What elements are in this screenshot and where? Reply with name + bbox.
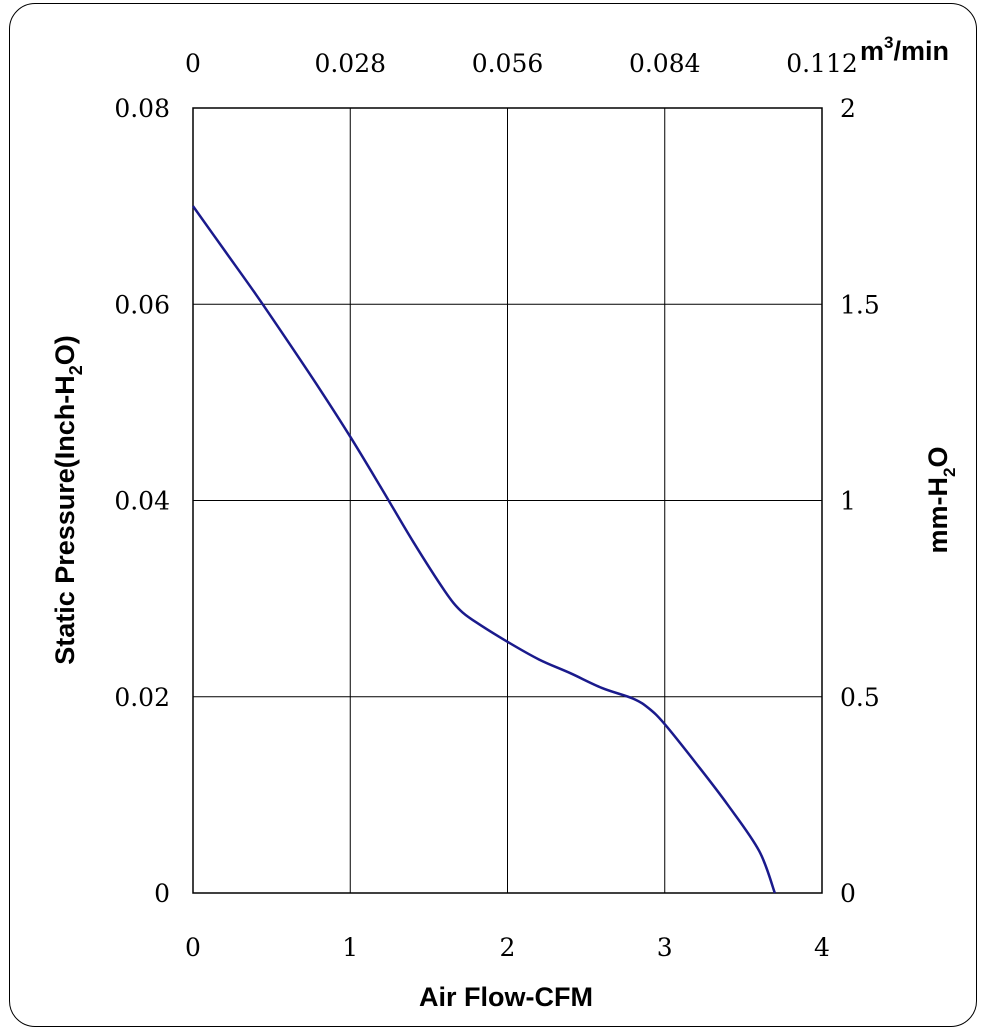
x-tick-label: 0 xyxy=(185,933,201,962)
y2-tick-label: 0 xyxy=(840,879,856,908)
x-axis-label: Air Flow-CFM xyxy=(419,982,593,1012)
grid-lines xyxy=(193,108,822,893)
y-tick-label: 0.04 xyxy=(114,487,170,516)
tick-labels: 0 1 2 3 40 0.028 0.056 0.084 0.11200.020.040.060… xyxy=(114,49,879,962)
x2-tick-label: 0.084 xyxy=(629,49,701,78)
y-axis-label: Static Pressure(Inch-H2O) xyxy=(50,335,86,665)
x-tick-label: 3 xyxy=(657,933,673,962)
y2-tick-label: 1 xyxy=(840,487,856,516)
x2-tick-label: 0 xyxy=(185,49,201,78)
series-line xyxy=(191,205,776,894)
y2-tick-label: 1.5 xyxy=(840,290,880,319)
y2-axis-label: mm-H2O xyxy=(923,447,959,554)
y-tick-label: 0.06 xyxy=(114,290,170,319)
x2-tick-label: 0.112 xyxy=(786,49,858,78)
y-tick-label: 0.08 xyxy=(114,94,170,123)
y-tick-label: 0.02 xyxy=(114,683,170,712)
y2-tick-label: 2 xyxy=(840,94,856,123)
x-tick-label: 4 xyxy=(814,933,830,962)
x2-axis-unit: m3/min xyxy=(860,33,949,66)
x-tick-label: 1 xyxy=(342,933,358,962)
x2-tick-label: 0.028 xyxy=(314,49,386,78)
x2-tick-label: 0.056 xyxy=(472,49,544,78)
x-tick-label: 2 xyxy=(500,933,516,962)
plot-border xyxy=(192,107,823,894)
y-tick-label: 0 xyxy=(154,879,170,908)
y2-tick-label: 0.5 xyxy=(840,683,880,712)
